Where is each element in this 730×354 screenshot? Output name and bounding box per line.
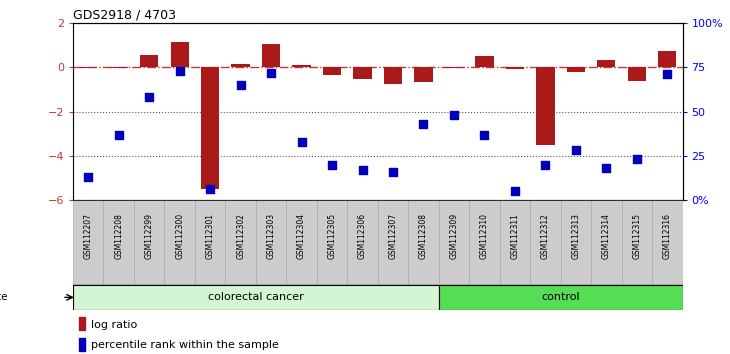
Bar bbox=[323, 67, 341, 75]
Point bbox=[661, 72, 673, 77]
Text: log ratio: log ratio bbox=[91, 320, 137, 330]
Point bbox=[265, 70, 277, 75]
Bar bbox=[591, 200, 622, 285]
Point bbox=[570, 148, 582, 153]
Bar bbox=[445, 67, 463, 68]
Text: GSM112207: GSM112207 bbox=[84, 213, 93, 259]
Text: GSM112314: GSM112314 bbox=[602, 213, 611, 259]
Point bbox=[82, 174, 94, 180]
Bar bbox=[378, 200, 408, 285]
Text: GSM112302: GSM112302 bbox=[236, 213, 245, 259]
Bar bbox=[256, 200, 286, 285]
Bar bbox=[439, 200, 469, 285]
Bar bbox=[622, 200, 652, 285]
Bar bbox=[408, 200, 439, 285]
Bar bbox=[475, 56, 493, 67]
Bar bbox=[658, 51, 677, 67]
Bar bbox=[262, 44, 280, 67]
Text: GSM112310: GSM112310 bbox=[480, 213, 489, 259]
Point bbox=[387, 169, 399, 175]
Point bbox=[296, 139, 307, 144]
Point bbox=[235, 82, 247, 88]
Text: GSM112312: GSM112312 bbox=[541, 213, 550, 259]
Point bbox=[448, 112, 460, 118]
Text: GSM112299: GSM112299 bbox=[145, 213, 154, 259]
Text: GSM112301: GSM112301 bbox=[206, 213, 215, 259]
Text: GSM112315: GSM112315 bbox=[632, 213, 642, 259]
Bar bbox=[415, 67, 433, 82]
Text: GSM112306: GSM112306 bbox=[358, 213, 367, 259]
Bar bbox=[566, 67, 585, 72]
Bar bbox=[164, 200, 195, 285]
Bar bbox=[79, 338, 85, 351]
Point bbox=[204, 187, 216, 192]
Bar bbox=[353, 67, 372, 79]
Bar bbox=[317, 200, 347, 285]
Bar bbox=[140, 55, 158, 67]
Bar bbox=[226, 200, 256, 285]
Text: GSM112300: GSM112300 bbox=[175, 213, 184, 259]
Bar bbox=[73, 200, 104, 285]
Bar bbox=[469, 200, 500, 285]
Bar bbox=[597, 59, 615, 67]
Bar bbox=[347, 200, 378, 285]
Bar bbox=[500, 200, 530, 285]
Point bbox=[113, 132, 125, 137]
Bar bbox=[384, 67, 402, 84]
Point bbox=[326, 162, 338, 167]
Bar bbox=[293, 65, 311, 67]
Bar bbox=[506, 67, 524, 69]
Text: GSM112316: GSM112316 bbox=[663, 213, 672, 259]
Text: GSM112305: GSM112305 bbox=[328, 213, 337, 259]
Bar bbox=[79, 318, 85, 330]
Text: GDS2918 / 4703: GDS2918 / 4703 bbox=[73, 9, 176, 22]
Bar bbox=[201, 67, 219, 189]
Point bbox=[357, 167, 369, 173]
Bar bbox=[628, 67, 646, 80]
Bar bbox=[530, 200, 561, 285]
Point bbox=[174, 68, 185, 74]
Text: disease state: disease state bbox=[0, 292, 7, 302]
Bar bbox=[195, 200, 226, 285]
Text: GSM112309: GSM112309 bbox=[450, 213, 458, 259]
Point bbox=[509, 188, 520, 194]
Text: GSM112313: GSM112313 bbox=[572, 213, 580, 259]
Bar bbox=[561, 200, 591, 285]
Bar bbox=[652, 200, 683, 285]
Point bbox=[143, 95, 155, 100]
Bar bbox=[79, 67, 97, 68]
Bar bbox=[537, 67, 555, 145]
Text: GSM112311: GSM112311 bbox=[510, 213, 520, 259]
Text: control: control bbox=[542, 292, 580, 302]
Bar bbox=[231, 64, 250, 67]
Bar bbox=[73, 285, 439, 310]
Point bbox=[539, 162, 551, 167]
Text: percentile rank within the sample: percentile rank within the sample bbox=[91, 340, 279, 350]
Point bbox=[601, 165, 612, 171]
Text: colorectal cancer: colorectal cancer bbox=[208, 292, 304, 302]
Point bbox=[479, 132, 491, 137]
Point bbox=[418, 121, 429, 127]
Text: GSM112308: GSM112308 bbox=[419, 213, 428, 259]
Text: GSM112304: GSM112304 bbox=[297, 213, 306, 259]
Bar bbox=[104, 200, 134, 285]
Text: GSM112307: GSM112307 bbox=[388, 213, 398, 259]
Text: GSM112208: GSM112208 bbox=[114, 213, 123, 259]
Bar bbox=[171, 42, 189, 67]
Bar bbox=[110, 67, 128, 68]
Bar bbox=[286, 200, 317, 285]
Text: GSM112303: GSM112303 bbox=[266, 213, 276, 259]
Bar bbox=[134, 200, 164, 285]
Point bbox=[631, 156, 642, 162]
Bar bbox=[439, 285, 683, 310]
